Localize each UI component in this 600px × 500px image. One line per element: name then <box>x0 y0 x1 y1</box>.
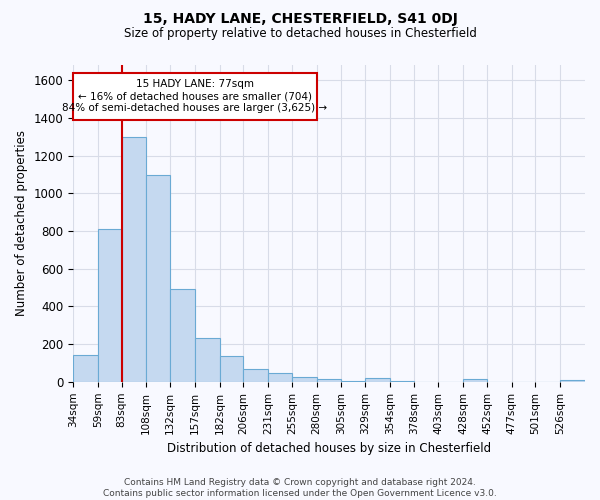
Text: ← 16% of detached houses are smaller (704): ← 16% of detached houses are smaller (70… <box>78 91 312 101</box>
Text: Contains HM Land Registry data © Crown copyright and database right 2024.
Contai: Contains HM Land Registry data © Crown c… <box>103 478 497 498</box>
Bar <box>122 136 146 382</box>
Text: 15, HADY LANE, CHESTERFIELD, S41 0DJ: 15, HADY LANE, CHESTERFIELD, S41 0DJ <box>143 12 457 26</box>
Text: 84% of semi-detached houses are larger (3,625) →: 84% of semi-detached houses are larger (… <box>62 103 328 113</box>
Bar <box>463 379 487 382</box>
Bar <box>73 356 98 382</box>
Bar <box>317 379 341 382</box>
Bar <box>341 381 365 382</box>
Bar <box>146 176 170 382</box>
X-axis label: Distribution of detached houses by size in Chesterfield: Distribution of detached houses by size … <box>167 442 491 455</box>
Bar <box>560 380 585 382</box>
Bar <box>170 290 195 382</box>
Bar <box>195 338 220 382</box>
Bar <box>268 374 292 382</box>
Bar <box>292 377 317 382</box>
FancyBboxPatch shape <box>73 72 317 120</box>
Text: Size of property relative to detached houses in Chesterfield: Size of property relative to detached ho… <box>124 28 476 40</box>
Text: 15 HADY LANE: 77sqm: 15 HADY LANE: 77sqm <box>136 80 254 90</box>
Bar <box>220 356 244 382</box>
Bar <box>244 368 268 382</box>
Bar <box>365 378 390 382</box>
Bar <box>98 229 122 382</box>
Y-axis label: Number of detached properties: Number of detached properties <box>15 130 28 316</box>
Bar <box>390 381 413 382</box>
